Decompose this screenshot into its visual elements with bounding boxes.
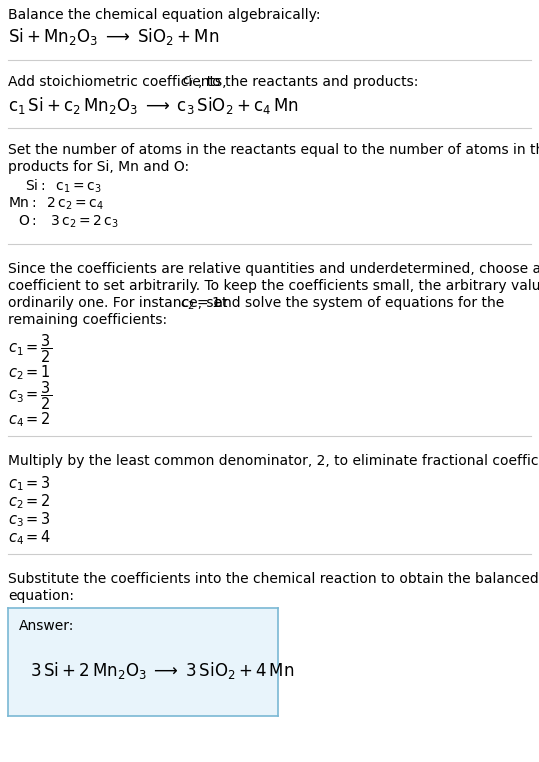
Text: Add stoichiometric coefficients,: Add stoichiometric coefficients,	[8, 75, 231, 89]
Text: Balance the chemical equation algebraically:: Balance the chemical equation algebraica…	[8, 8, 321, 22]
Text: $c_1 = \dfrac{3}{2}$: $c_1 = \dfrac{3}{2}$	[8, 332, 52, 364]
Text: $\mathrm{c_1\,Si + c_2\,Mn_2O_3 \;\longrightarrow\; c_3\,SiO_2 + c_4\,Mn}$: $\mathrm{c_1\,Si + c_2\,Mn_2O_3 \;\longr…	[8, 95, 299, 116]
Text: and solve the system of equations for the: and solve the system of equations for th…	[210, 296, 504, 310]
Text: $c_2 = 1$: $c_2 = 1$	[181, 296, 222, 312]
Text: $c_1 = 3$: $c_1 = 3$	[8, 474, 51, 493]
Text: , to the reactants and products:: , to the reactants and products:	[198, 75, 419, 89]
Text: $\mathrm{O:\;\;\; 3\,c_2 = 2\,c_3}$: $\mathrm{O:\;\;\; 3\,c_2 = 2\,c_3}$	[18, 214, 119, 230]
Text: ordinarily one. For instance, set: ordinarily one. For instance, set	[8, 296, 232, 310]
Text: products for Si, Mn and O:: products for Si, Mn and O:	[8, 160, 189, 174]
Text: Set the number of atoms in the reactants equal to the number of atoms in the: Set the number of atoms in the reactants…	[8, 143, 539, 157]
Text: $\mathrm{3\,Si + 2\,Mn_2O_3 \;\longrightarrow\; 3\,SiO_2 + 4\,Mn}$: $\mathrm{3\,Si + 2\,Mn_2O_3 \;\longright…	[30, 660, 294, 680]
Text: $c_i$: $c_i$	[182, 75, 194, 89]
Text: Answer:: Answer:	[19, 619, 74, 632]
Text: $c_4 = 2$: $c_4 = 2$	[8, 410, 51, 429]
Text: $c_2 = 2$: $c_2 = 2$	[8, 492, 51, 511]
Text: remaining coefficients:: remaining coefficients:	[8, 313, 167, 327]
Text: $\mathrm{Si:\;\; c_1 = c_3}$: $\mathrm{Si:\;\; c_1 = c_3}$	[25, 178, 102, 195]
Text: coefficient to set arbitrarily. To keep the coefficients small, the arbitrary va: coefficient to set arbitrarily. To keep …	[8, 279, 539, 293]
Text: Multiply by the least common denominator, 2, to eliminate fractional coefficient: Multiply by the least common denominator…	[8, 454, 539, 468]
Text: $c_4 = 4$: $c_4 = 4$	[8, 528, 51, 546]
Text: $\mathrm{Si + Mn_2O_3 \;\longrightarrow\; SiO_2 + Mn}$: $\mathrm{Si + Mn_2O_3 \;\longrightarrow\…	[8, 26, 219, 47]
Text: equation:: equation:	[8, 589, 74, 603]
Text: Substitute the coefficients into the chemical reaction to obtain the balanced: Substitute the coefficients into the che…	[8, 572, 539, 586]
Text: $\mathrm{Mn:\;\; 2\,c_2 = c_4}$: $\mathrm{Mn:\;\; 2\,c_2 = c_4}$	[8, 196, 104, 213]
Text: $c_3 = 3$: $c_3 = 3$	[8, 510, 51, 529]
Text: $c_2 = 1$: $c_2 = 1$	[8, 363, 51, 382]
Text: $c_3 = \dfrac{3}{2}$: $c_3 = \dfrac{3}{2}$	[8, 379, 52, 411]
Text: Since the coefficients are relative quantities and underdetermined, choose a: Since the coefficients are relative quan…	[8, 262, 539, 276]
